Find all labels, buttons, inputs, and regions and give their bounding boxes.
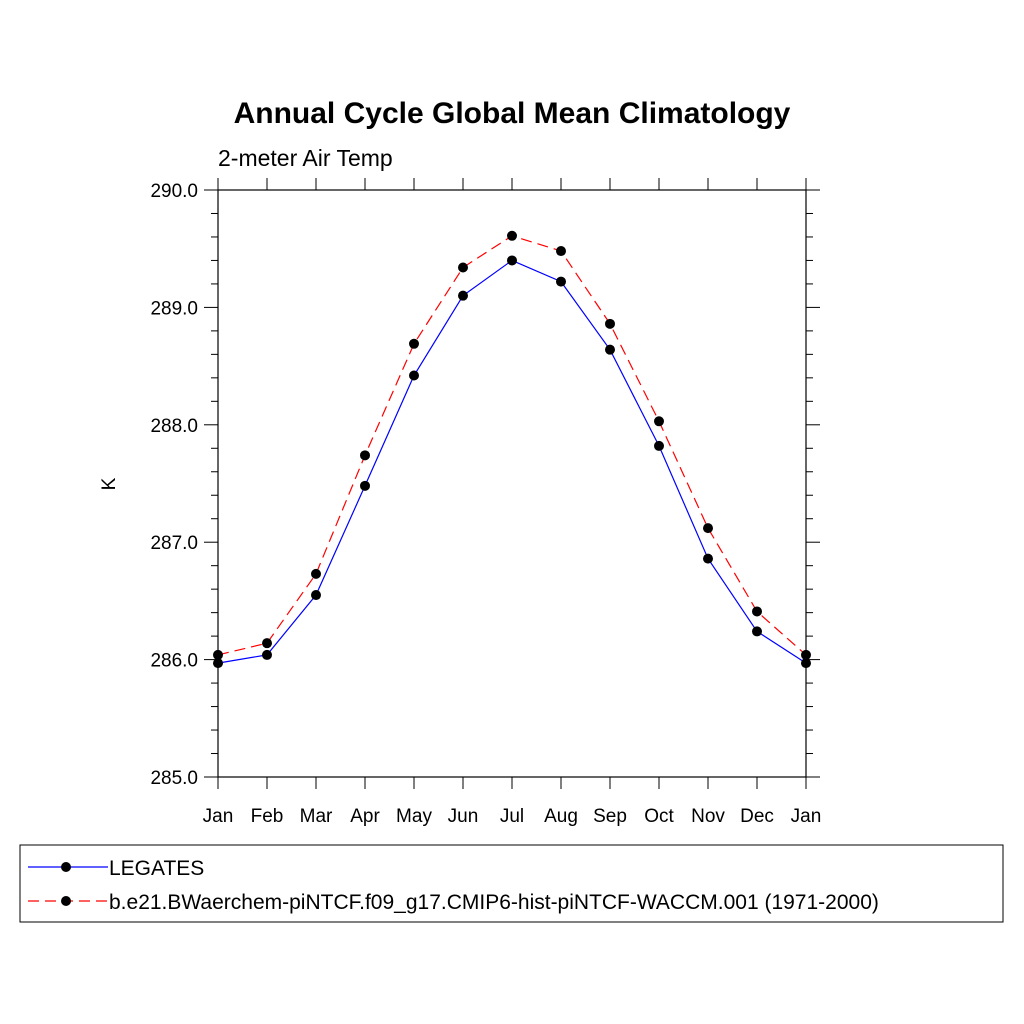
x-tick-label: Jul — [500, 806, 524, 827]
legend-label-2: b.e21.BWaerchem-piNTCF.f09_g17.CMIP6-his… — [109, 891, 879, 914]
y-tick-label: 285.0 — [150, 768, 198, 789]
x-tick-label: Sep — [593, 806, 627, 827]
data-point — [458, 262, 468, 273]
data-point — [801, 658, 811, 669]
series-line-2 — [217, 235, 807, 656]
x-tick-label: Nov — [691, 806, 725, 827]
x-tick-label: Dec — [740, 806, 774, 827]
y-axis-label: K — [99, 477, 120, 490]
data-point — [360, 480, 370, 491]
data-point — [556, 246, 566, 257]
y-tick-label: 286.0 — [150, 651, 198, 672]
data-point — [409, 338, 419, 349]
data-point — [654, 416, 664, 427]
legend-marker — [61, 896, 71, 906]
series-layer — [213, 230, 811, 669]
data-point — [605, 344, 615, 355]
legend-box — [19, 844, 1004, 923]
x-tick-label: Aug — [544, 806, 578, 827]
data-point — [752, 626, 762, 637]
data-point — [507, 255, 517, 266]
x-tick-label: Jun — [448, 806, 479, 827]
x-tick-labels: Jan Feb Mar Apr May Jun Jul Aug Sep Oct Nov Dec Jan — [203, 806, 822, 827]
data-point — [703, 553, 713, 564]
x-tick-label: May — [396, 806, 432, 827]
y-tick-label: 288.0 — [150, 416, 198, 437]
x-tick-label: Feb — [251, 806, 284, 827]
y-tick-label: 289.0 — [150, 298, 198, 319]
data-point — [605, 318, 615, 329]
legend-marker — [61, 862, 71, 872]
x-tick-label: Oct — [644, 806, 674, 827]
series-line-1 — [217, 259, 807, 664]
data-point — [311, 568, 321, 579]
x-tick-label: Apr — [350, 806, 380, 827]
legend-label-1: LEGATES — [109, 857, 204, 880]
legend: LEGATES b.e21.BWaerchem-piNTCF.f09_g17.CM… — [28, 857, 879, 914]
data-point — [752, 606, 762, 617]
y-tick-label: 290.0 — [150, 181, 198, 202]
data-point — [213, 658, 223, 669]
data-point — [556, 276, 566, 287]
x-tick-label: Jan — [791, 806, 822, 827]
chart-subtitle: 2-meter Air Temp — [218, 145, 393, 171]
plot-frame — [217, 189, 807, 778]
data-point — [507, 230, 517, 241]
data-point — [409, 370, 419, 381]
data-point — [262, 649, 272, 660]
data-point — [213, 649, 223, 660]
data-point — [262, 638, 272, 649]
data-point — [311, 590, 321, 601]
data-point — [360, 450, 370, 461]
x-tick-label: Mar — [300, 806, 333, 827]
x-tick-label: Jan — [203, 806, 234, 827]
chart-title: Annual Cycle Global Mean Climatology — [234, 97, 791, 130]
data-point — [458, 290, 468, 301]
data-point — [703, 523, 713, 534]
axis-ticks — [204, 178, 820, 789]
y-tick-label: 287.0 — [150, 533, 198, 554]
y-tick-labels: 285.0 286.0 287.0 288.0 289.0 290.0 — [150, 181, 198, 789]
data-point — [654, 440, 664, 451]
data-point — [801, 649, 811, 660]
